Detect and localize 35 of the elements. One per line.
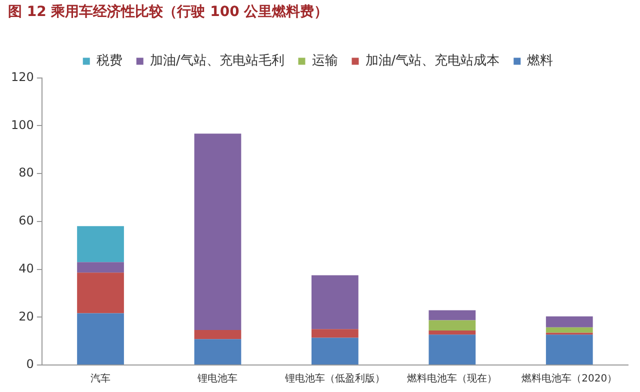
chart-title: 图 12 乘用车经济性比较（行驶 100 公里燃料费） <box>8 3 328 20</box>
x-tick-label: 锂电池车（低盈利版） <box>284 372 385 385</box>
bar <box>194 330 242 340</box>
legend-label: 加油/气站、充电站毛利 <box>150 54 284 69</box>
y-tick-label: 60 <box>18 214 34 228</box>
y-tick-label: 40 <box>18 261 34 276</box>
y-tick-label: 100 <box>11 118 34 132</box>
legend-label: 运输 <box>312 54 338 69</box>
x-tick-label: 锂电池车 <box>196 372 238 385</box>
bar <box>194 339 242 364</box>
bar <box>546 316 593 328</box>
legend-label: 燃料 <box>527 54 554 69</box>
bar <box>428 320 476 331</box>
x-tick-label: 燃料电池车（2020） <box>522 372 618 385</box>
x-tick-label: 汽车 <box>90 372 111 385</box>
bar <box>77 226 124 262</box>
bar <box>428 330 476 335</box>
y-tick-label: 20 <box>18 309 34 324</box>
bar <box>428 334 476 364</box>
bar <box>312 275 358 330</box>
bar <box>77 313 124 364</box>
bar <box>77 262 124 273</box>
x-tick-label: 燃料电池车（现在） <box>407 372 498 385</box>
legend-label: 税费 <box>96 54 122 69</box>
bar <box>194 134 242 330</box>
bar <box>428 310 476 320</box>
bar <box>546 334 593 364</box>
bar <box>312 329 358 338</box>
bar <box>312 338 358 364</box>
legend-label: 加油/气站、充电站成本 <box>365 54 500 69</box>
bar <box>77 272 124 314</box>
bar <box>546 327 593 333</box>
y-tick-label: 120 <box>11 70 34 84</box>
y-tick-label: 0 <box>26 357 34 372</box>
y-tick-label: 80 <box>18 166 34 180</box>
